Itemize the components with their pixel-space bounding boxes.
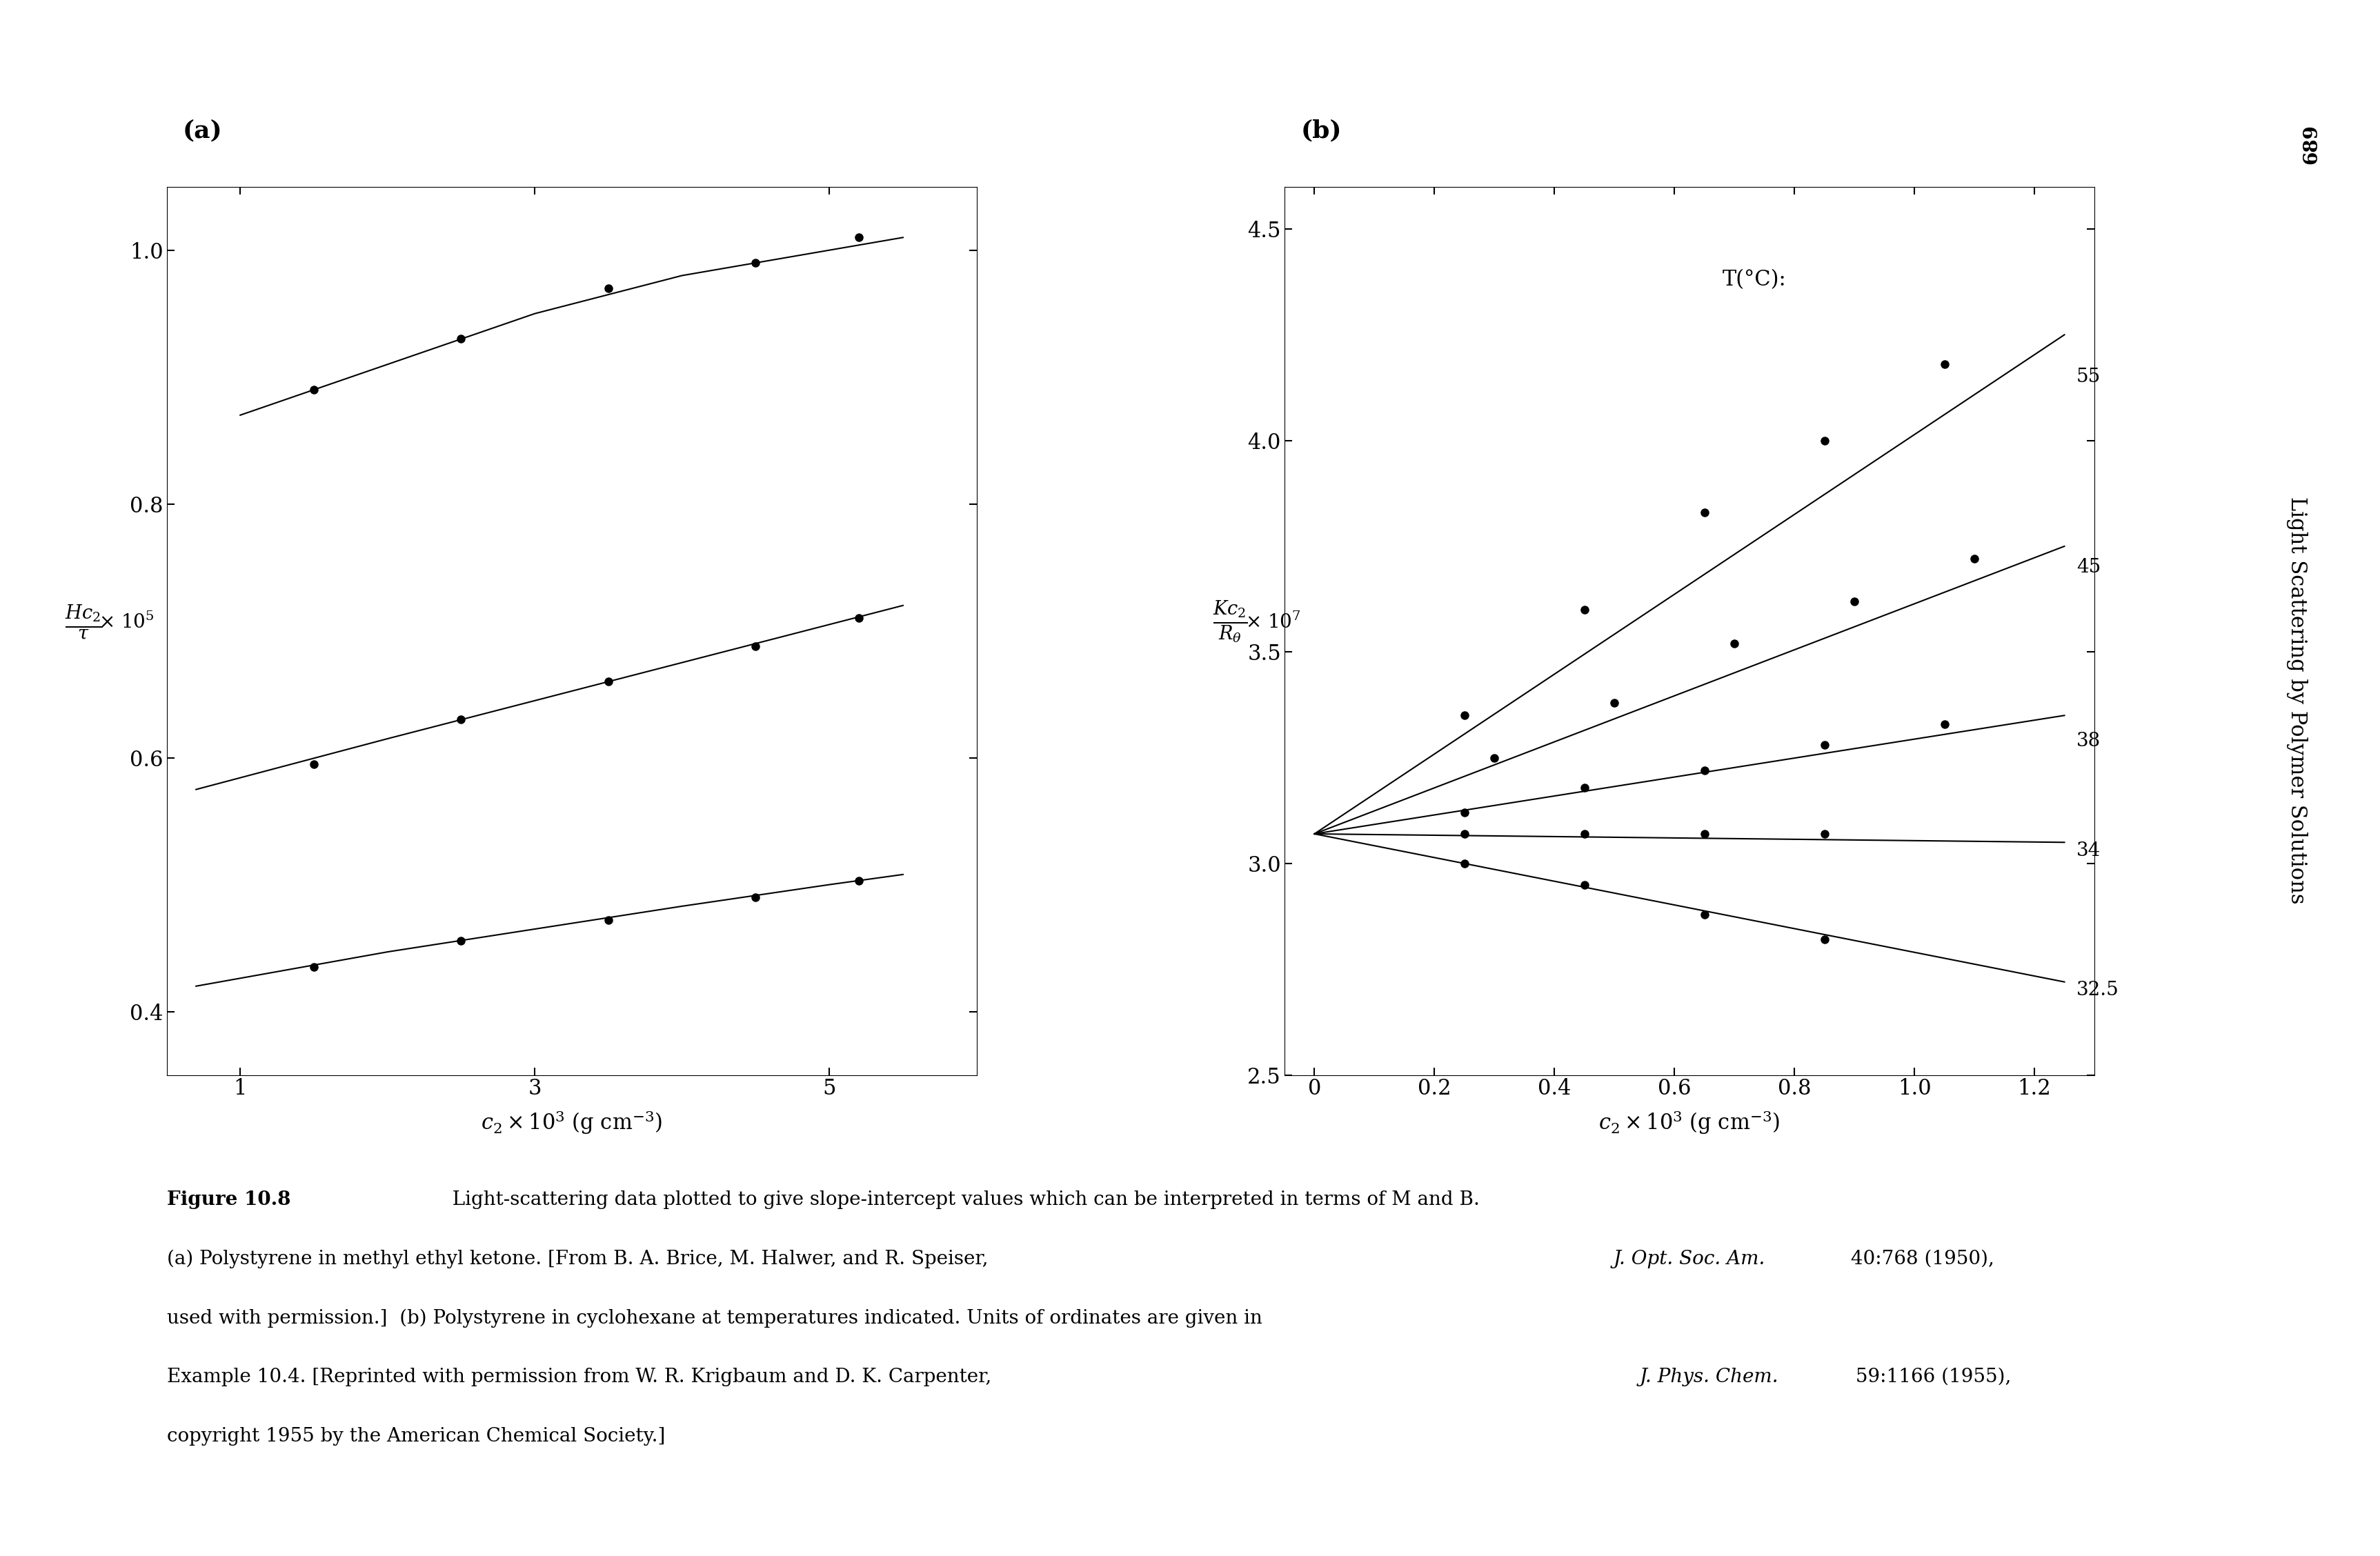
Text: 32.5: 32.5 [2075, 982, 2118, 999]
Text: 689: 689 [2301, 124, 2320, 165]
Text: T(°C):: T(°C): [1723, 269, 1787, 291]
Text: copyright 1955 by the American Chemical Society.]: copyright 1955 by the American Chemical … [167, 1427, 664, 1446]
Text: used with permission.]  (b) Polystyrene in cyclohexane at temperatures indicated: used with permission.] (b) Polystyrene i… [167, 1309, 1261, 1327]
Text: 40:768 (1950),: 40:768 (1950), [1844, 1249, 1994, 1268]
Text: Figure 10.8: Figure 10.8 [167, 1190, 290, 1209]
Text: Example 10.4. [Reprinted with permission from W. R. Krigbaum and D. K. Carpenter: Example 10.4. [Reprinted with permission… [167, 1368, 990, 1386]
X-axis label: $c_2 \times 10^3$ (g cm$^{-3}$): $c_2 \times 10^3$ (g cm$^{-3}$) [1599, 1109, 1780, 1136]
Text: J. Opt. Soc. Am.: J. Opt. Soc. Am. [1614, 1249, 1766, 1268]
Text: Light Scattering by Polymer Solutions: Light Scattering by Polymer Solutions [2287, 496, 2306, 904]
Text: Light-scattering data plotted to give slope-intercept values which can be interp: Light-scattering data plotted to give sl… [440, 1190, 1480, 1209]
Text: $\frac{Kc_2}{R_\theta}$: $\frac{Kc_2}{R_\theta}$ [1214, 599, 1247, 646]
Text: 45: 45 [2075, 559, 2102, 577]
Text: (b): (b) [1299, 118, 1342, 142]
X-axis label: $c_2 \times 10^3$ (g cm$^{-3}$): $c_2 \times 10^3$ (g cm$^{-3}$) [481, 1109, 662, 1136]
Text: 34: 34 [2075, 842, 2102, 860]
Text: (a): (a) [183, 118, 224, 142]
Text: 38: 38 [2075, 731, 2102, 750]
Text: 55: 55 [2075, 367, 2102, 386]
Text: $\times\ 10^7$: $\times\ 10^7$ [1245, 613, 1302, 632]
Text: J. Phys. Chem.: J. Phys. Chem. [1640, 1368, 1778, 1386]
Text: (a) Polystyrene in methyl ethyl ketone. [From B. A. Brice, M. Halwer, and R. Spe: (a) Polystyrene in methyl ethyl ketone. … [167, 1249, 988, 1268]
Text: 59:1166 (1955),: 59:1166 (1955), [1849, 1368, 2011, 1386]
Text: $\times\ 10^5$: $\times\ 10^5$ [98, 613, 155, 632]
Text: $\frac{Hc_2}{\tau}$: $\frac{Hc_2}{\tau}$ [64, 604, 102, 641]
